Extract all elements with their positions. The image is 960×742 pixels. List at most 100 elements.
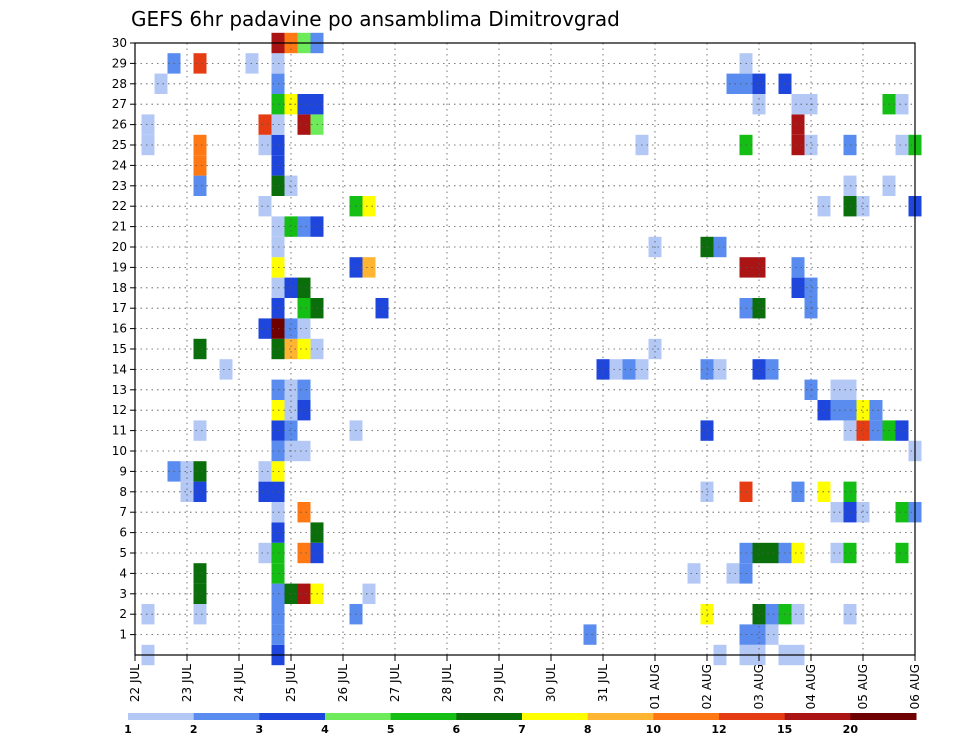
heatmap-cell: [193, 563, 207, 584]
heatmap-cell: [297, 583, 311, 604]
heatmap-cell: [856, 420, 870, 441]
y-tick-label: 15: [112, 342, 127, 356]
y-tick-label: 4: [119, 566, 127, 580]
y-tick-label: 29: [112, 56, 127, 70]
y-tick-label: 22: [112, 199, 127, 213]
y-tick-label: 10: [112, 444, 127, 458]
heatmap-cell: [258, 318, 272, 339]
heatmap-cell: [258, 114, 272, 135]
heatmap-cell: [297, 94, 311, 115]
y-tick-label: 14: [112, 362, 127, 376]
legend-swatch: [390, 713, 457, 720]
y-tick-label: 1: [119, 628, 127, 642]
heatmap-cell: [895, 420, 909, 441]
x-tick-label: 02 AUG: [700, 664, 714, 709]
heatmap-cell: [258, 196, 272, 217]
heatmap-cell: [284, 420, 298, 441]
x-tick-label: 22 JUL: [128, 664, 142, 702]
y-tick-label: 18: [112, 281, 127, 295]
x-tick-label: 28 JUL: [440, 664, 454, 702]
legend-label: 3: [256, 723, 264, 736]
x-tick-label: 26 JUL: [336, 664, 350, 702]
heatmap-cell: [193, 583, 207, 604]
heatmap-cell: [869, 400, 883, 421]
heatmap-cell: [193, 420, 207, 441]
heatmap-cell: [648, 338, 662, 360]
heatmap-cell: [791, 257, 805, 278]
heatmap-cell: [609, 359, 623, 380]
heatmap-cell: [297, 114, 311, 135]
y-tick-label: 12: [112, 403, 127, 417]
heatmap-cell: [687, 563, 701, 584]
legend-swatch: [325, 713, 392, 720]
legend: 1 2 3 4 5 6 7 8 10 12 15 20: [124, 713, 917, 736]
heatmap-cell: [180, 481, 194, 502]
y-tick-label: 9: [119, 464, 127, 478]
y-tick-label: 17: [112, 301, 127, 315]
y-tick-label: 27: [112, 97, 127, 111]
legend-label: 1: [124, 723, 132, 736]
heatmap-cell: [297, 318, 311, 339]
heatmap-cell: [258, 481, 272, 502]
y-tick-label: 28: [112, 77, 127, 91]
heatmap-cell: [193, 338, 207, 360]
heatmap-cell: [297, 542, 311, 564]
legend-swatch: [719, 713, 786, 720]
legend-label: 2: [190, 723, 198, 736]
legend-swatch: [522, 713, 589, 720]
y-tick-label: 5: [119, 546, 127, 560]
legend-swatch: [784, 713, 851, 720]
y-tick-label: 16: [112, 322, 127, 336]
heatmap-cell: [895, 542, 909, 564]
heatmap-cell: [726, 73, 740, 94]
heatmap-cell: [752, 604, 766, 625]
heatmap-cell: [193, 461, 207, 482]
y-tick-label: 23: [112, 179, 127, 193]
heatmap-cell: [297, 440, 311, 462]
y-tick-label: 11: [112, 424, 127, 438]
heatmap-cell: [297, 298, 311, 319]
heatmap-cell: [804, 277, 818, 298]
heatmap-cell: [284, 277, 298, 298]
legend-label: 12: [711, 723, 726, 736]
heatmap-cell: [752, 542, 766, 564]
y-axis: 1234567891011121314151617181920212223242…: [112, 36, 135, 642]
heatmap-cell: [362, 257, 376, 278]
heatmap-cell: [804, 134, 818, 156]
heatmap-cell: [193, 53, 207, 74]
x-axis: 22 JUL 23 JUL 24 JUL 25 JUL 26 JUL 27 JUL 28 J…: [128, 655, 922, 709]
x-tick-label: 05 AUG: [856, 664, 870, 709]
heatmap-cell: [713, 359, 727, 380]
heatmap-cell: [830, 379, 844, 400]
heatmap-cell: [856, 502, 870, 523]
heatmap-cell: [362, 196, 376, 217]
legend-label: 10: [646, 723, 662, 736]
heatmap-cell: [284, 338, 298, 360]
legend-label: 4: [321, 723, 329, 736]
heatmap-cell: [856, 400, 870, 421]
heatmap-cell: [830, 400, 844, 421]
heatmap-cell: [830, 542, 844, 564]
heatmap-cell: [791, 114, 805, 135]
heatmap-cell: [791, 481, 805, 502]
heatmap-cell: [297, 338, 311, 360]
y-tick-label: 8: [119, 485, 127, 499]
heatmap-cell: [180, 461, 194, 482]
y-tick-label: 6: [119, 526, 127, 540]
legend-label: 8: [584, 723, 592, 736]
heatmap-cell: [752, 73, 766, 94]
x-tick-label: 01 AUG: [648, 664, 662, 709]
legend-label: 20: [843, 723, 859, 736]
heatmap-cell: [856, 196, 870, 217]
heatmap-cell: [258, 134, 272, 156]
heatmap-cell: [141, 604, 155, 625]
x-tick-label: 27 JUL: [388, 664, 402, 702]
chart-title: GEFS 6hr padavine po ansamblima Dimitrov…: [131, 7, 620, 31]
heatmap-cell: [193, 134, 207, 156]
heatmap-cell: [791, 542, 805, 564]
y-tick-label: 24: [112, 158, 127, 172]
heatmap-cell: [791, 134, 805, 156]
heatmap-cell: [583, 624, 597, 645]
heatmap-cell: [284, 318, 298, 339]
heatmap-cell: [765, 542, 779, 564]
